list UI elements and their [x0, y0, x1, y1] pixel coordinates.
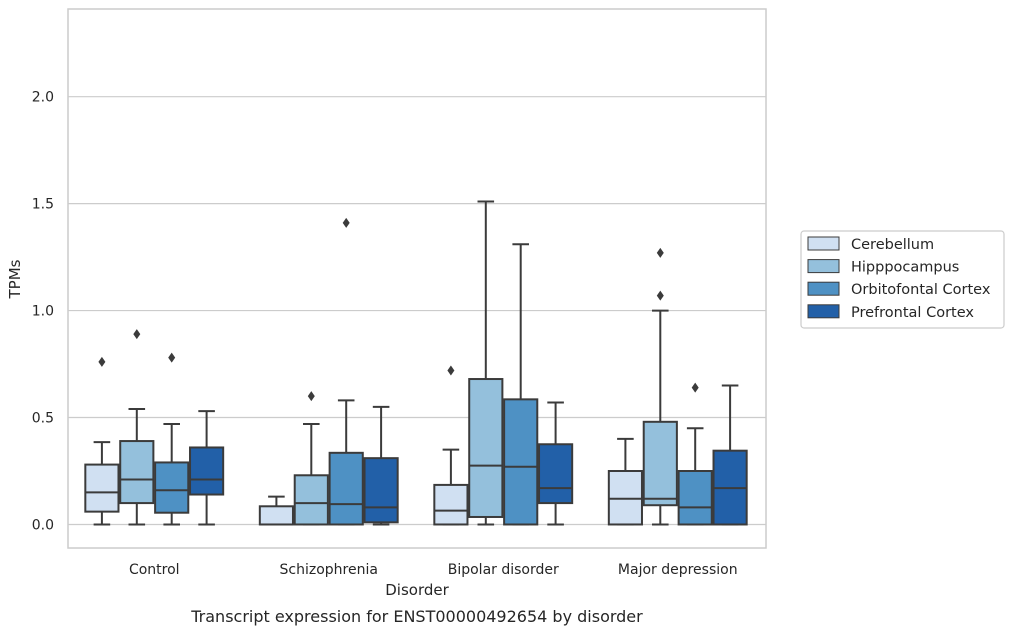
legend-swatch — [807, 236, 840, 251]
plot-frame — [67, 8, 767, 549]
box-3-3 — [712, 384, 748, 526]
box-iqr — [328, 451, 364, 526]
box-iqr — [677, 470, 713, 526]
legend-swatch — [807, 304, 840, 319]
y-tick-label: 1.5 — [32, 197, 54, 213]
legend-swatch — [807, 281, 840, 296]
box-iqr — [293, 474, 329, 526]
y-axis-label: TPMs — [6, 259, 24, 299]
y-tick-label: 0.5 — [32, 411, 54, 427]
y-tick-label: 0.0 — [32, 517, 54, 533]
box-iqr — [119, 440, 155, 505]
chart-caption: Transcript expression for ENST0000049265… — [190, 607, 643, 626]
box-2-2 — [503, 243, 539, 526]
box-iqr — [363, 457, 399, 524]
box-iqr — [189, 446, 225, 496]
legend-entry: Cerebellum — [851, 237, 934, 253]
x-tick-label: Major depression — [618, 562, 738, 578]
box-groups — [84, 200, 748, 526]
box-1-3 — [363, 405, 399, 526]
grid-lines — [68, 96, 766, 526]
box-1-0 — [258, 495, 294, 526]
x-axis-ticks: Control Schizophrenia Bipolar disorder Majo… — [129, 562, 738, 578]
legend-entry: Hipppocampus — [851, 260, 959, 276]
box-iqr — [84, 463, 120, 513]
box-1-2 — [328, 217, 364, 526]
outlier-point — [98, 356, 106, 367]
box-0-0 — [84, 356, 120, 526]
box-iqr — [258, 505, 294, 526]
box-2-0 — [433, 365, 469, 526]
x-tick-label: Control — [129, 562, 180, 578]
legend-entry: Orbitofontal Cortex — [851, 282, 991, 298]
box-3-0 — [607, 437, 643, 526]
legend: Cerebellum Hipppocampus Orbitofontal Corte… — [800, 230, 1005, 329]
box-0-1 — [119, 329, 155, 526]
outlier-point — [168, 352, 176, 363]
outlier-point — [307, 391, 315, 402]
legend-swatch — [807, 259, 840, 274]
legend-frame — [800, 230, 1005, 329]
outlier-point — [656, 247, 664, 258]
box-iqr — [154, 461, 190, 514]
box-iqr — [607, 470, 643, 526]
box-2-1 — [468, 200, 504, 526]
box-iqr — [503, 398, 539, 526]
box-3-1 — [642, 247, 678, 526]
box-iqr — [433, 483, 469, 526]
x-tick-label: Bipolar disorder — [448, 562, 559, 578]
box-2-3 — [538, 401, 574, 526]
y-axis-ticks: 0.0 0.5 1.0 1.5 2.0 — [32, 90, 54, 534]
outlier-point — [133, 329, 141, 340]
box-0-2 — [154, 352, 190, 526]
x-tick-label: Schizophrenia — [280, 562, 378, 578]
y-tick-label: 2.0 — [32, 90, 54, 106]
box-0-3 — [189, 410, 225, 526]
outlier-point — [691, 382, 699, 393]
y-tick-label: 1.0 — [32, 304, 54, 320]
box-3-2 — [677, 382, 713, 526]
box-iqr — [468, 378, 504, 518]
box-iqr — [642, 420, 678, 507]
outlier-point — [447, 365, 455, 376]
x-axis-label: Disorder — [385, 581, 449, 599]
outlier-point — [656, 290, 664, 301]
outlier-point — [342, 217, 350, 228]
box-iqr — [538, 443, 574, 505]
legend-entry: Prefrontal Cortex — [851, 305, 974, 321]
box-1-1 — [293, 391, 329, 526]
